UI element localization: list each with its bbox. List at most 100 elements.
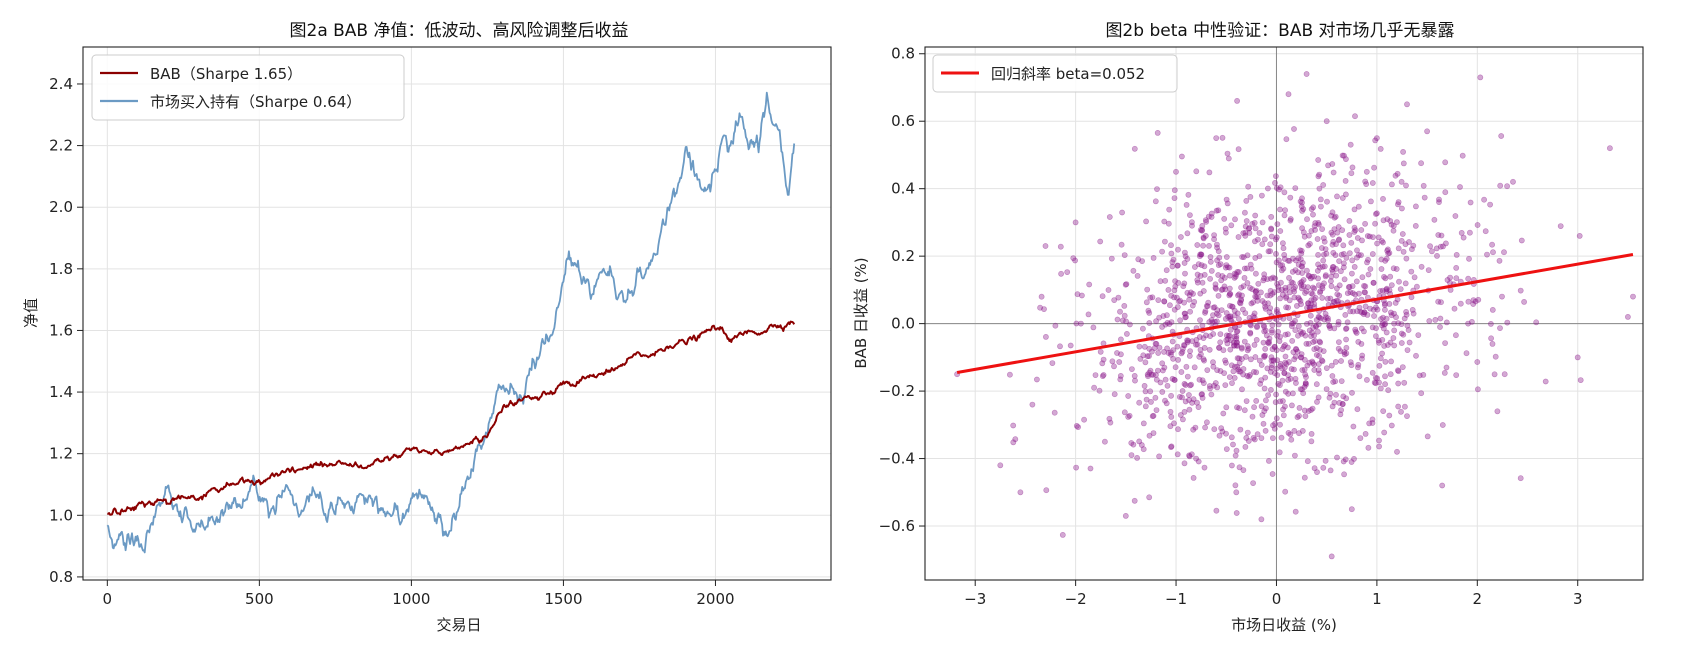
scatter-point — [1442, 340, 1448, 346]
scatter-point — [1349, 270, 1355, 277]
scatter-point — [1164, 319, 1171, 326]
scatter-point — [1328, 553, 1335, 560]
scatter-point — [1198, 351, 1204, 358]
scatter-point — [1398, 178, 1405, 185]
scatter-point — [1352, 326, 1359, 333]
scatter-point — [1131, 372, 1138, 379]
scatter-point — [1387, 218, 1394, 224]
scatter-point — [1391, 320, 1397, 327]
scatter-point — [1230, 368, 1237, 375]
scatter-point — [1418, 390, 1425, 397]
scatter-point — [1295, 294, 1302, 301]
scatter-point — [1311, 361, 1317, 368]
scatter-point — [1354, 247, 1360, 254]
scatter-point — [1114, 316, 1121, 323]
scatter-point — [1327, 325, 1333, 331]
scatter-point — [1379, 322, 1385, 329]
scatter-point — [1159, 248, 1165, 255]
scatter-point — [1099, 293, 1106, 300]
scatter-tick-label-x: −3 — [964, 590, 986, 608]
scatter-point — [1258, 377, 1265, 383]
scatter-point — [1350, 308, 1357, 315]
scatter-point — [1230, 441, 1236, 448]
scatter-point — [1317, 315, 1324, 322]
scatter-point — [1266, 335, 1273, 342]
scatter-point — [1382, 358, 1389, 365]
scatter-point — [1299, 270, 1305, 276]
scatter-point — [1273, 365, 1280, 372]
scatter-point — [1311, 285, 1318, 292]
scatter-point — [1320, 257, 1327, 264]
scatter-point — [1266, 309, 1273, 315]
scatter-point — [1195, 404, 1202, 410]
scatter-point — [1349, 257, 1356, 264]
scatter-point — [1302, 413, 1309, 419]
scatter-point — [1330, 264, 1337, 270]
scatter-point — [1351, 455, 1357, 462]
scatter-point — [1123, 281, 1130, 287]
scatter-point — [1350, 423, 1357, 430]
scatter-point — [1285, 304, 1291, 311]
scatter-point — [1333, 241, 1339, 247]
scatter-point — [1195, 261, 1202, 268]
scatter-point — [1311, 465, 1318, 472]
scatter-point — [1241, 265, 1248, 272]
scatter-point — [1332, 358, 1339, 365]
scatter-point — [1332, 252, 1339, 258]
scatter-point — [1305, 242, 1312, 249]
scatter-point — [1372, 374, 1379, 381]
scatter-point — [1170, 355, 1176, 362]
scatter-point — [1097, 348, 1104, 355]
scatter-point — [1300, 229, 1307, 236]
legend-label-bab: BAB（Sharpe 1.65） — [150, 65, 302, 83]
scatter-point — [1398, 237, 1405, 244]
scatter-point — [1297, 198, 1304, 205]
scatter-chart-legend: 回归斜率 beta=0.052 — [932, 54, 1178, 93]
beta-scatter-panel: 图2b beta 中性验证：BAB 对市场几乎无暴露 −3 −2 −1 0 1 2 3−0.… — [852, 21, 1644, 634]
scatter-point — [1299, 427, 1306, 434]
scatter-point — [1355, 252, 1362, 258]
scatter-point — [1218, 425, 1225, 432]
scatter-point — [1217, 368, 1224, 374]
scatter-point — [1361, 328, 1367, 335]
scatter-point — [1237, 368, 1244, 375]
scatter-point — [1310, 204, 1317, 211]
scatter-point — [1244, 252, 1251, 259]
scatter-point — [1313, 352, 1320, 358]
scatter-point — [1273, 185, 1280, 191]
scatter-point — [1363, 181, 1370, 187]
scatter-point — [1373, 211, 1379, 217]
scatter-point — [1343, 395, 1350, 402]
scatter-point — [1404, 322, 1411, 329]
scatter-point — [1051, 409, 1058, 416]
scatter-point — [1256, 230, 1263, 236]
scatter-point — [1096, 387, 1103, 394]
scatter-point — [1175, 279, 1182, 286]
scatter-point — [1384, 285, 1390, 292]
scatter-point — [1118, 241, 1125, 248]
scatter-point — [1299, 199, 1305, 206]
scatter-point — [1241, 407, 1248, 414]
scatter-point — [1217, 331, 1224, 337]
scatter-point — [1223, 404, 1230, 411]
scatter-point — [1249, 220, 1256, 227]
scatter-point — [1408, 294, 1415, 301]
scatter-point — [1197, 272, 1204, 279]
scatter-point — [1139, 258, 1145, 264]
scatter-point — [1229, 380, 1235, 386]
scatter-point — [1318, 357, 1325, 364]
scatter-point — [1235, 146, 1242, 153]
scatter-point — [1183, 314, 1189, 320]
scatter-point — [1303, 374, 1309, 380]
scatter-point — [1286, 274, 1292, 281]
scatter-point — [1251, 436, 1258, 443]
scatter-point — [1630, 293, 1636, 300]
scatter-point — [1331, 214, 1338, 221]
scatter-point — [1248, 322, 1254, 329]
scatter-point — [1316, 361, 1322, 367]
scatter-point — [1253, 270, 1259, 277]
scatter-point — [1275, 321, 1282, 328]
scatter-point — [1395, 368, 1402, 375]
scatter-point — [1171, 306, 1178, 313]
scatter-point — [1399, 205, 1405, 212]
